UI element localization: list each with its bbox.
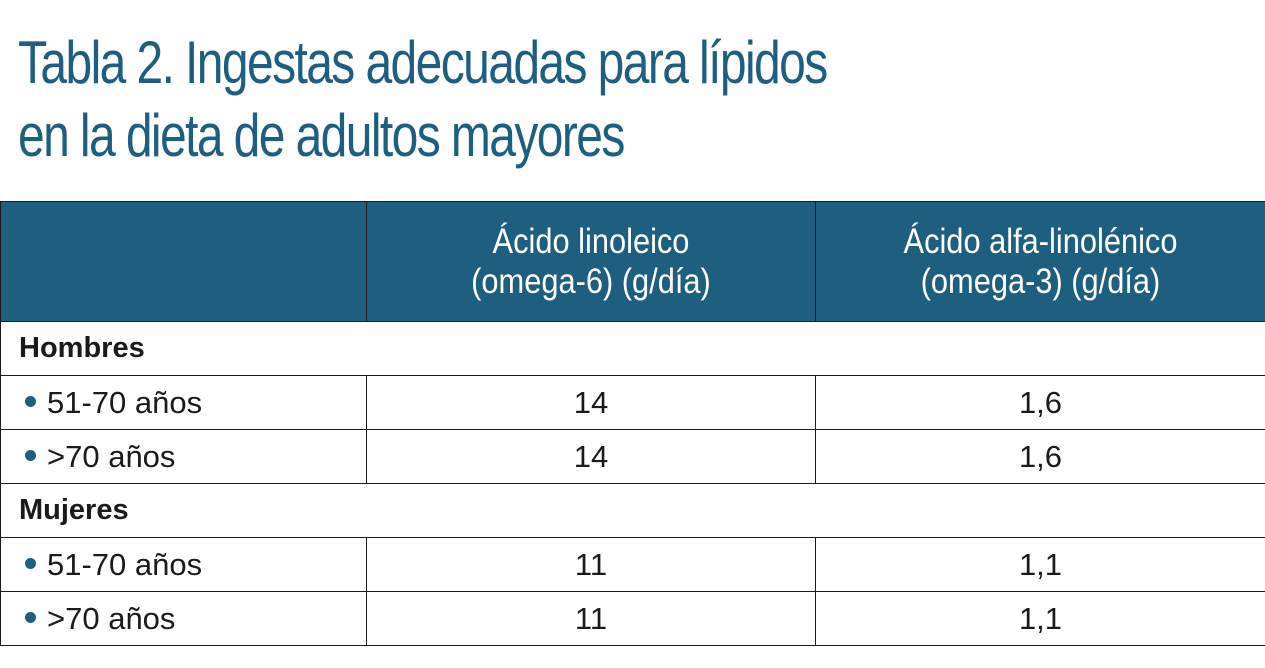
page-title: Tabla 2. Ingestas adecuadas para lípidos… (18, 26, 1010, 172)
lipid-intake-table: Ácido linoleico (omega-6) (g/día) Ácido … (0, 201, 1265, 646)
table-row: >70 años 11 1,1 (0, 591, 1265, 646)
group-row-mujeres: Mujeres (0, 483, 1265, 538)
header-omega6-line1: Ácido linoleico (492, 221, 690, 261)
row-label: 51-70 años (47, 546, 203, 582)
row-label-cell: >70 años (0, 591, 367, 646)
omega6-value: 11 (366, 537, 816, 592)
group-row-hombres: Hombres (0, 321, 1265, 376)
bullet-icon (25, 611, 36, 623)
table-header-row: Ácido linoleico (omega-6) (g/día) Ácido … (0, 201, 1265, 322)
header-omega6-line2: (omega-6) (g/día) (471, 261, 711, 301)
row-label: >70 años (47, 600, 176, 636)
title-line-1: Tabla 2. Ingestas adecuadas para lípidos (18, 29, 828, 96)
bullet-icon (25, 395, 36, 407)
omega3-value: 1,6 (815, 375, 1265, 430)
row-label: >70 años (47, 438, 176, 474)
header-omega3: Ácido alfa-linolénico (omega-3) (g/día) (815, 201, 1265, 322)
omega3-value: 1,1 (815, 537, 1265, 592)
omega6-value: 14 (366, 429, 816, 484)
header-omega6: Ácido linoleico (omega-6) (g/día) (366, 201, 816, 322)
row-label: 51-70 años (47, 384, 203, 420)
table-row: >70 años 14 1,6 (0, 429, 1265, 484)
omega3-value: 1,1 (815, 591, 1265, 646)
table-row: 51-70 años 14 1,6 (0, 375, 1265, 430)
table-row: 51-70 años 11 1,1 (0, 537, 1265, 592)
omega3-value: 1,6 (815, 429, 1265, 484)
row-label-cell: >70 años (0, 429, 367, 484)
bullet-icon (25, 449, 36, 461)
omega6-value: 14 (366, 375, 816, 430)
bullet-icon (25, 557, 36, 569)
title-line-2: en la dieta de adultos mayores (18, 102, 625, 169)
header-omega3-line2: (omega-3) (g/día) (920, 261, 1161, 301)
row-label-cell: 51-70 años (0, 375, 367, 430)
header-omega3-line1: Ácido alfa-linolénico (903, 221, 1178, 261)
header-empty-cell (0, 201, 367, 322)
group-label: Mujeres (0, 483, 1265, 538)
group-label: Hombres (0, 321, 1265, 376)
omega6-value: 11 (366, 591, 816, 646)
row-label-cell: 51-70 años (0, 537, 367, 592)
